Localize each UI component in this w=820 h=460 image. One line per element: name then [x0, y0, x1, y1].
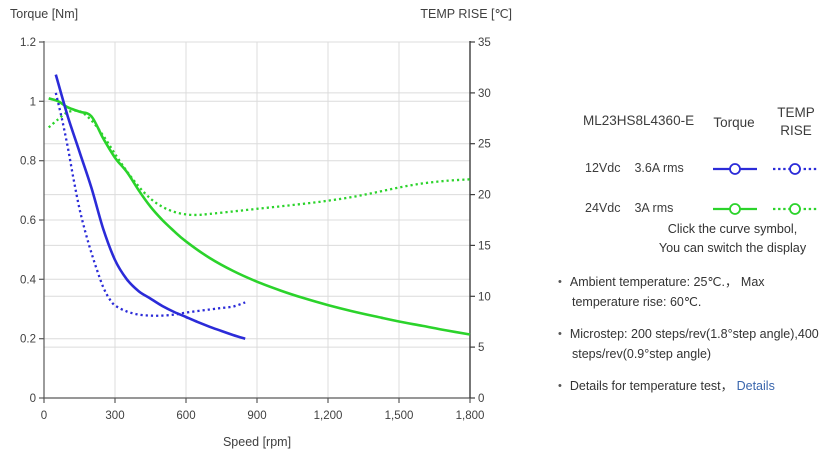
series-temprise-24vdc — [47, 109, 471, 217]
legend-symbol-temprise-12vdc[interactable] — [772, 162, 818, 176]
legend-symbol-torque-12vdc[interactable] — [712, 162, 758, 176]
legend-circle-marker — [789, 203, 801, 215]
note-line: Microstep: 200 steps/rev(1.8°step angle)… — [558, 324, 819, 344]
x-tick-label: 1,200 — [314, 410, 343, 422]
right-axis-title: TEMP RISE [℃] — [420, 7, 512, 21]
y-left-tick-label: 0.8 — [20, 156, 36, 168]
legend-column-temp-line2: RISE — [780, 122, 812, 138]
legend-symbol-temprise-24vdc[interactable] — [772, 202, 818, 216]
legend-circle-marker — [729, 203, 741, 215]
note-temperature-test: Details for temperature test， Details — [558, 376, 818, 396]
legend-hint-line2: You can switch the display — [658, 241, 807, 255]
note-line: steps/rev(0.9°step angle) — [572, 347, 712, 361]
y-left-tick-label: 0 — [30, 393, 36, 405]
y-right-tick-label: 0 — [478, 393, 484, 405]
x-tick-label: 1,500 — [385, 410, 414, 422]
current-24vdc: 3A rms — [634, 201, 674, 215]
note-microstep: Microstep: 200 steps/rev(1.8°step angle)… — [558, 324, 819, 364]
voltage-24vdc: 24Vdc — [585, 201, 621, 215]
legend-column-torque: Torque — [713, 115, 755, 130]
y-right-tick-label: 30 — [478, 88, 491, 100]
note-text: Details for temperature test， — [569, 379, 734, 393]
y-right-tick-label: 5 — [478, 342, 484, 354]
y-right-tick-label: 35 — [478, 37, 491, 49]
note-line: Details for temperature test， Details — [558, 376, 818, 396]
legend-column-temp-rise: TEMP RISE — [764, 104, 820, 139]
torque-temprise-chart: 0 0.2 0.4 0.6 0.8 1 1.2 0 5 10 15 20 25 30 35 0 300 600 90… — [10, 7, 512, 449]
model-name: ML23HS8L4360-E — [583, 113, 695, 128]
note-line: Ambient temperature: 25℃.， Max — [558, 272, 818, 292]
y-right-tick-label: 15 — [478, 240, 491, 252]
left-axis-title: Torque [Nm] — [10, 7, 78, 21]
x-tick-label: 600 — [176, 410, 195, 422]
x-tick-label: 300 — [105, 410, 124, 422]
voltage-12vdc: 12Vdc — [585, 161, 621, 175]
y-left-tick-label: 0.2 — [20, 334, 36, 346]
chart-svg: 0 0.2 0.4 0.6 0.8 1 1.2 0 5 10 15 20 25 30 35 0 300 600 90… — [10, 7, 512, 449]
legend-row-12vdc-label: 12Vdc 3.6A rms — [585, 161, 684, 175]
current-12vdc: 3.6A rms — [634, 161, 684, 175]
x-tick-label: 900 — [247, 410, 266, 422]
x-tick-label: 0 — [41, 410, 47, 422]
details-link[interactable]: Details — [736, 379, 775, 393]
series-torque-12vdc — [54, 74, 246, 340]
x-axis-title: Speed [rpm] — [223, 435, 291, 449]
y-right-tick-label: 20 — [478, 190, 491, 202]
legend-symbol-torque-24vdc[interactable] — [712, 202, 758, 216]
y-left-tick-label: 1 — [30, 96, 36, 108]
y-left-tick-label: 0.6 — [20, 215, 36, 227]
legend-row-24vdc-label: 24Vdc 3A rms — [585, 201, 673, 215]
note-line: temperature rise: 60℃. — [572, 295, 702, 309]
legend-column-temp-line1: TEMP — [777, 105, 815, 120]
note-ambient-temperature: Ambient temperature: 25℃.， Max temperatu… — [558, 272, 818, 312]
series-temprise-12vdc — [54, 92, 246, 317]
y-right-tick-label: 25 — [478, 139, 491, 151]
y-left-tick-label: 0.4 — [20, 274, 37, 286]
legend-hint-line1: Click the curve symbol, — [667, 222, 798, 236]
y-right-tick-label: 10 — [478, 291, 491, 303]
legend-circle-marker — [789, 163, 801, 175]
series-torque-24vdc — [48, 97, 471, 336]
legend-panel: ML23HS8L4360-E Torque TEMP RISE 12Vdc 3.6… — [540, 0, 820, 460]
legend-circle-marker — [729, 163, 741, 175]
x-tick-label: 1,800 — [456, 410, 485, 422]
y-left-tick-label: 1.2 — [20, 37, 36, 49]
